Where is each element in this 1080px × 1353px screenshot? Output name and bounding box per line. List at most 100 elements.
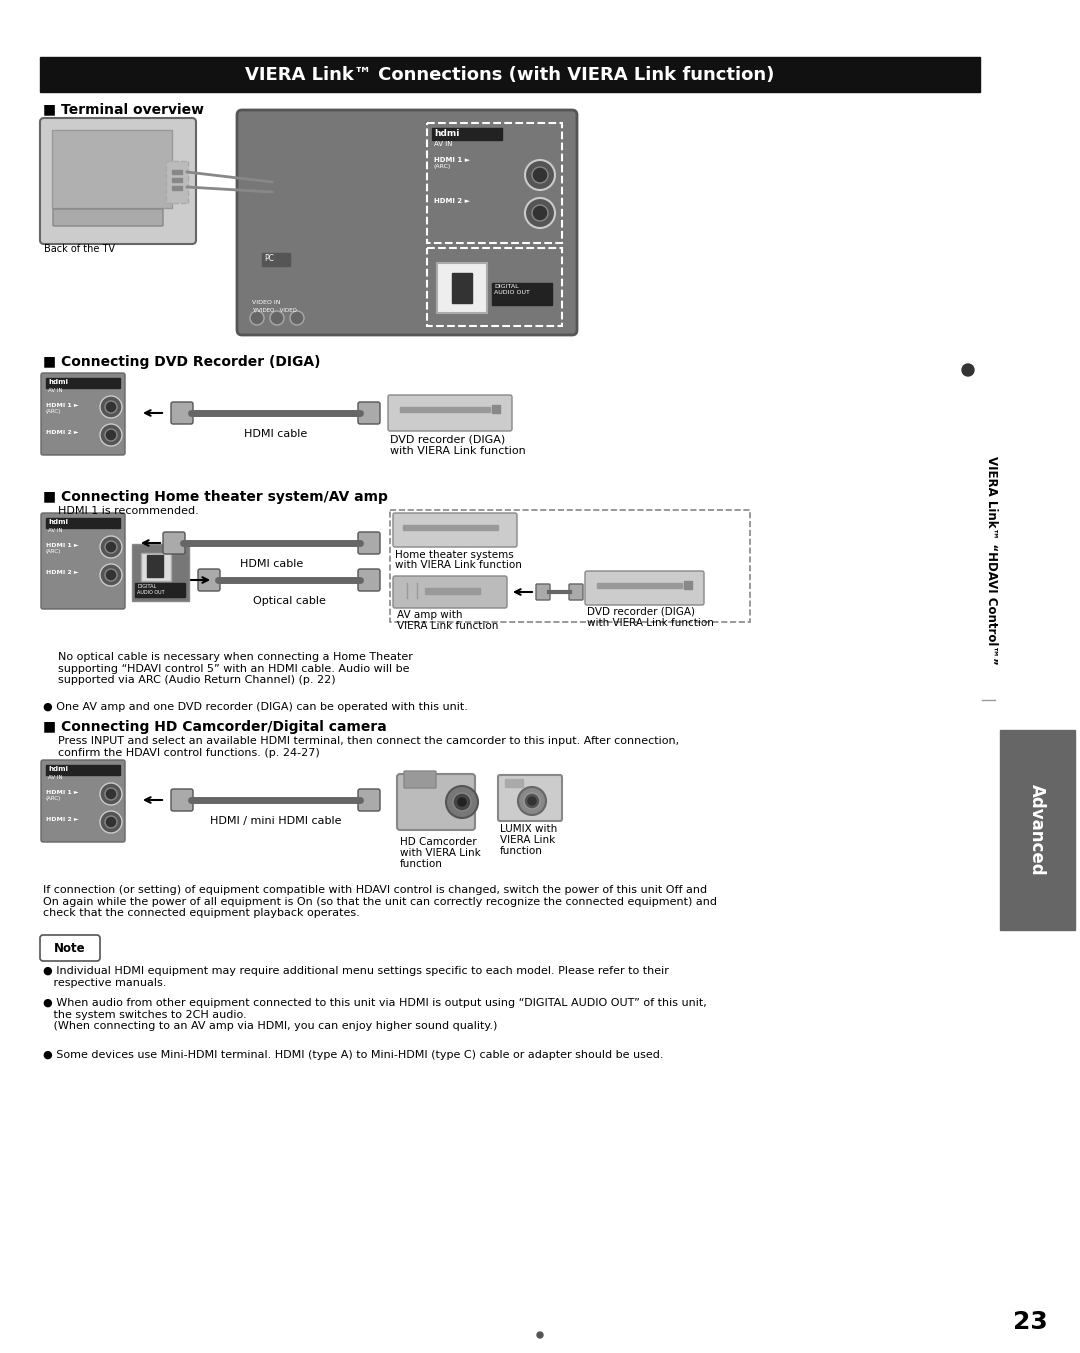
Text: Y/VIDEO   VIDEO: Y/VIDEO VIDEO [252,308,297,313]
Text: function: function [500,846,543,856]
Circle shape [105,429,117,441]
FancyBboxPatch shape [397,774,475,829]
Text: with VIERA Link function: with VIERA Link function [395,560,522,570]
Text: (ARC): (ARC) [46,796,62,801]
Circle shape [105,570,117,580]
Circle shape [525,198,555,229]
Text: AV amp with: AV amp with [397,610,462,620]
Circle shape [100,564,122,586]
Bar [597,583,681,589]
Text: Home theater systems: Home theater systems [395,551,514,560]
FancyBboxPatch shape [388,395,512,432]
Bar [135,583,185,597]
Text: HDMI cable: HDMI cable [244,429,307,438]
Text: VIDEO IN: VIDEO IN [252,300,281,304]
Bar [492,405,500,413]
Text: hdmi: hdmi [48,766,68,773]
FancyBboxPatch shape [171,789,193,810]
Text: (ARC): (ARC) [46,549,62,553]
Bar [262,253,291,267]
FancyBboxPatch shape [498,775,562,821]
FancyBboxPatch shape [40,118,195,244]
Bar [46,518,120,528]
Text: Advanced: Advanced [1028,785,1047,875]
Text: ■ Connecting HD Camcorder/Digital camera: ■ Connecting HD Camcorder/Digital camera [43,720,387,733]
Bar [172,179,183,183]
Text: HDMI 2 ►: HDMI 2 ► [46,570,79,575]
Circle shape [100,423,122,446]
Text: Press INPUT and select an available HDMI terminal, then connect the camcorder to: Press INPUT and select an available HDMI… [58,736,679,758]
Bar [403,525,498,530]
Text: HDMI 1 is recommended.: HDMI 1 is recommended. [58,506,199,515]
Text: HDMI / mini HDMI cable: HDMI / mini HDMI cable [210,816,341,825]
Circle shape [100,810,122,833]
Circle shape [105,816,117,828]
Circle shape [537,1331,543,1338]
Bar [400,407,490,413]
FancyBboxPatch shape [198,570,220,591]
Text: VIERA Link™ “HDAVI Control™”: VIERA Link™ “HDAVI Control™” [986,456,999,664]
Text: with VIERA Link function: with VIERA Link function [588,618,714,628]
Text: hdmi: hdmi [434,129,459,138]
FancyBboxPatch shape [393,513,517,547]
FancyBboxPatch shape [171,402,193,423]
Circle shape [105,787,117,800]
Bar [1000,731,1075,930]
Text: AV IN: AV IN [434,141,453,147]
Circle shape [518,787,546,815]
FancyBboxPatch shape [53,208,163,226]
Circle shape [105,400,117,413]
Bar [46,764,120,775]
Circle shape [249,311,264,325]
Text: VIERA Link: VIERA Link [500,835,555,846]
Text: HDMI 1 ►: HDMI 1 ► [46,790,79,796]
Circle shape [270,311,284,325]
Text: ● When audio from other equipment connected to this unit via HDMI is output usin: ● When audio from other equipment connec… [43,999,706,1031]
Text: HDMI 2 ►: HDMI 2 ► [46,817,79,823]
Text: No optical cable is necessary when connecting a Home Theater
supporting “HDAVI c: No optical cable is necessary when conne… [58,652,413,685]
Bar [147,555,163,576]
FancyBboxPatch shape [357,570,380,591]
Text: DVD recorder (DIGA): DVD recorder (DIGA) [390,436,505,445]
Text: Optical cable: Optical cable [253,597,325,606]
Text: AV IN: AV IN [48,528,63,533]
FancyBboxPatch shape [237,110,577,336]
Text: ● Some devices use Mini-HDMI terminal. HDMI (type A) to Mini-HDMI (type C) cable: ● Some devices use Mini-HDMI terminal. H… [43,1050,663,1059]
Text: HD Camcorder: HD Camcorder [400,838,476,847]
Text: HDMI 2 ►: HDMI 2 ► [434,198,470,204]
FancyBboxPatch shape [41,513,125,609]
Text: ■ Connecting Home theater system/AV amp: ■ Connecting Home theater system/AV amp [43,490,388,505]
Circle shape [100,536,122,557]
FancyBboxPatch shape [132,544,189,601]
Text: (ARC): (ARC) [46,409,62,414]
Text: hdmi: hdmi [48,520,68,525]
Text: HDMI 1 ►: HDMI 1 ► [434,157,470,162]
Circle shape [528,797,536,805]
Text: VIERA Link™ Connections (with VIERA Link function): VIERA Link™ Connections (with VIERA Link… [245,66,774,84]
Text: DIGITAL
AUDIO OUT: DIGITAL AUDIO OUT [137,584,164,595]
Circle shape [525,160,555,189]
Bar [172,185,183,189]
Bar [141,553,171,580]
Text: function: function [400,859,443,869]
Text: If connection (or setting) of equipment compatible with HDAVI control is changed: If connection (or setting) of equipment … [43,885,717,919]
FancyBboxPatch shape [163,532,185,553]
Text: Back of the TV: Back of the TV [44,244,114,254]
FancyBboxPatch shape [569,584,583,599]
Bar [40,57,980,92]
Bar [432,129,502,139]
Text: HDMI cable: HDMI cable [240,559,303,570]
Text: ● One AV amp and one DVD recorder (DIGA) can be operated with this unit.: ● One AV amp and one DVD recorder (DIGA)… [43,702,468,712]
Bar [492,283,552,304]
Bar [172,170,183,175]
Text: HDMI 1 ►: HDMI 1 ► [46,543,79,548]
FancyBboxPatch shape [357,789,380,810]
FancyBboxPatch shape [393,576,507,607]
Bar [453,273,472,303]
Text: HDMI 2 ►: HDMI 2 ► [46,430,79,436]
FancyBboxPatch shape [41,373,125,455]
FancyBboxPatch shape [357,532,380,553]
FancyBboxPatch shape [357,402,380,423]
Circle shape [100,783,122,805]
Text: Note: Note [54,942,85,954]
